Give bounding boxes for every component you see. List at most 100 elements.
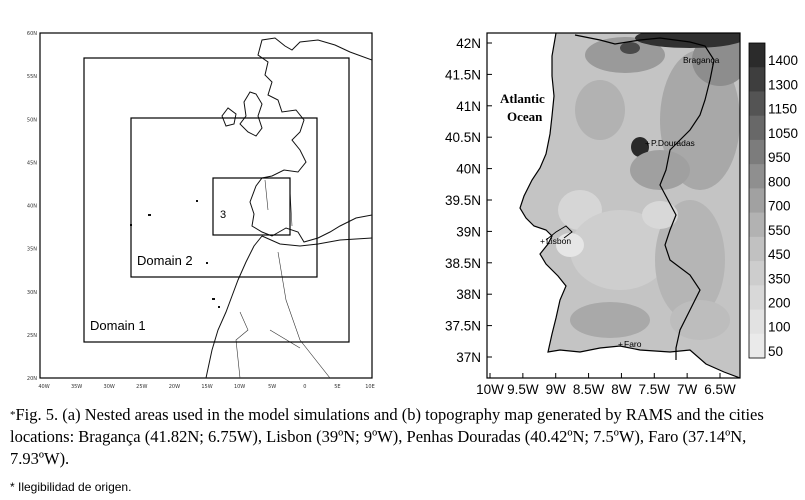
domain-2-label: Domain 2 bbox=[137, 253, 193, 268]
lon-tick-label: 10W bbox=[476, 382, 504, 397]
lon-tick-label: 6.5W bbox=[704, 382, 736, 397]
panel-a-lon-label: 20W bbox=[169, 384, 180, 390]
lat-tick-label: 41N bbox=[456, 99, 481, 114]
colorbar-frame bbox=[748, 42, 766, 359]
lat-tick-label: 41.5N bbox=[445, 67, 481, 82]
colorbar-swatch bbox=[749, 212, 765, 238]
city-faro: + Faro bbox=[618, 339, 642, 349]
lon-tick-label: 7.5W bbox=[639, 382, 671, 397]
colorbar-level-label: 100 bbox=[768, 320, 791, 335]
city-lisbon-label: Lisbon bbox=[546, 236, 571, 246]
colorbar-level-label: 1300 bbox=[768, 77, 798, 92]
tagus-estuary bbox=[545, 225, 573, 241]
iberia-borders bbox=[235, 179, 331, 378]
panel-b-topography: Atlantic Ocean Bragança + P.Douradas + L… bbox=[445, 32, 741, 397]
spain-border bbox=[574, 34, 715, 360]
ocean-label-line1: Atlantic bbox=[500, 91, 545, 106]
domain-1-box bbox=[83, 57, 350, 343]
panel-a-lat-label: 25N bbox=[27, 333, 37, 339]
ireland-coastline bbox=[221, 107, 237, 127]
colorbar-level-label: 50 bbox=[768, 344, 783, 359]
panel-a-lon-label: 5E bbox=[334, 384, 340, 390]
city-p-douradas: + P.Douradas bbox=[645, 138, 695, 148]
lat-tick-label: 37.5N bbox=[445, 319, 481, 334]
colorbar-level-label: 950 bbox=[768, 150, 791, 165]
footnote: * Ilegibilidad de origen. bbox=[10, 480, 132, 494]
city-p-douradas-marker: + bbox=[645, 138, 650, 148]
panel-a-lon-label: 30W bbox=[104, 384, 115, 390]
longitude-axis: 10W 9.5W 9W 8.5W 8W 7.5W 7W 6.5W bbox=[476, 373, 736, 397]
panel-a-lon-label: 40W bbox=[38, 384, 49, 390]
colorbar-level-label: 200 bbox=[768, 295, 791, 310]
panel-a-lon-label: 25W bbox=[136, 384, 147, 390]
colorbar-level-label: 700 bbox=[768, 199, 791, 214]
figure: Domain 1 Domain 2 3 60N 55N 50N 45N 40N 35N 30… bbox=[27, 31, 798, 397]
domain-3-box bbox=[212, 177, 291, 236]
colorbar-swatch bbox=[749, 67, 765, 92]
city-braganca: Bragança bbox=[683, 55, 720, 65]
portugal-coastline bbox=[519, 33, 740, 378]
city-braganca-label: Bragança bbox=[683, 55, 720, 65]
lat-tick-label: 38N bbox=[456, 287, 481, 302]
europe-coastline bbox=[249, 37, 372, 243]
panel-a-left-ticks: 60N 55N 50N 45N 40N 35N 30N 25N 20N bbox=[27, 31, 37, 382]
colorbar-level-label: 1150 bbox=[768, 102, 797, 117]
panel-a-lat-label: 20N bbox=[27, 376, 37, 382]
panel-a-lon-label: 10W bbox=[234, 384, 245, 390]
panel-a-lat-label: 60N bbox=[27, 31, 37, 37]
caption-text: Fig. 5. (a) Nested areas used in the mod… bbox=[10, 405, 764, 468]
domain-3-label: 3 bbox=[220, 209, 226, 221]
colorbar-swatch bbox=[749, 164, 765, 189]
colorbar-level-label: 350 bbox=[768, 271, 791, 286]
ocean-label-line2: Ocean bbox=[507, 109, 543, 124]
lat-tick-label: 37N bbox=[456, 350, 481, 365]
colorbar-level-label: 450 bbox=[768, 247, 791, 262]
britain-coastline bbox=[239, 91, 263, 137]
colorbar-level-label: 800 bbox=[768, 174, 791, 189]
caption-star: * bbox=[10, 409, 16, 421]
city-faro-label: Faro bbox=[624, 339, 642, 349]
colorbar-level-label: 550 bbox=[768, 223, 791, 238]
lon-tick-label: 9W bbox=[546, 382, 567, 397]
colorbar-swatch bbox=[749, 43, 765, 68]
lat-tick-label: 40.5N bbox=[445, 130, 481, 145]
lon-tick-label: 8.5W bbox=[573, 382, 605, 397]
lat-tick-label: 39N bbox=[456, 224, 481, 239]
lon-tick-label: 8W bbox=[611, 382, 632, 397]
city-p-douradas-label: P.Douradas bbox=[651, 138, 695, 148]
city-lisbon-marker: + bbox=[540, 236, 545, 246]
panel-a-lon-label: 5W bbox=[268, 384, 276, 390]
colorbar-level-label: 1400 bbox=[768, 53, 798, 68]
panel-a-lat-label: 50N bbox=[27, 117, 37, 123]
panel-a-lon-label: 15W bbox=[201, 384, 212, 390]
panel-a-lat-label: 40N bbox=[27, 204, 37, 210]
domain-2-box bbox=[130, 117, 318, 278]
colorbar-swatch bbox=[749, 333, 765, 359]
panel-a-nested-domains: Domain 1 Domain 2 3 60N 55N 50N 45N 40N 35N 30… bbox=[27, 31, 375, 390]
africa-coastline bbox=[205, 235, 372, 378]
colorbar-level-label: 1050 bbox=[768, 126, 798, 141]
panel-a-bottom-ticks: 40W 35W 30W 25W 20W 15W 10W 5W 0 5E 10E bbox=[38, 384, 374, 390]
lat-tick-label: 40N bbox=[456, 162, 481, 177]
topography-shading bbox=[556, 33, 740, 340]
panel-a-lat-label: 55N bbox=[27, 74, 37, 80]
panel-b-frame bbox=[486, 32, 741, 379]
colorbar-swatch bbox=[749, 309, 765, 335]
panel-a-lat-label: 35N bbox=[27, 247, 37, 253]
panel-a-lat-label: 30N bbox=[27, 290, 37, 296]
elevation-colorbar: 1400 1300 1150 1050 950 800 700 550 450 350 200 100… bbox=[748, 42, 798, 359]
panel-a-lon-label: 0 bbox=[303, 384, 306, 390]
lon-tick-label: 9.5W bbox=[507, 382, 539, 397]
lat-tick-label: 42N bbox=[456, 36, 481, 51]
colorbar-swatch bbox=[749, 115, 765, 141]
figure-caption: *Fig. 5. (a) Nested areas used in the mo… bbox=[10, 404, 800, 470]
panel-a-lat-label: 45N bbox=[27, 160, 37, 166]
colorbar-swatch bbox=[749, 236, 765, 262]
colorbar-swatch bbox=[749, 285, 765, 311]
lat-tick-label: 39.5N bbox=[445, 193, 481, 208]
panel-a-lon-label: 35W bbox=[71, 384, 82, 390]
colorbar-swatch bbox=[749, 139, 765, 165]
colorbar-swatch bbox=[749, 261, 765, 286]
latitude-axis: 42N 41.5N 41N 40.5N 40N 39.5N 39N 38.5N 38N 37.5N… bbox=[445, 36, 492, 365]
domain-1-label: Domain 1 bbox=[90, 318, 146, 333]
